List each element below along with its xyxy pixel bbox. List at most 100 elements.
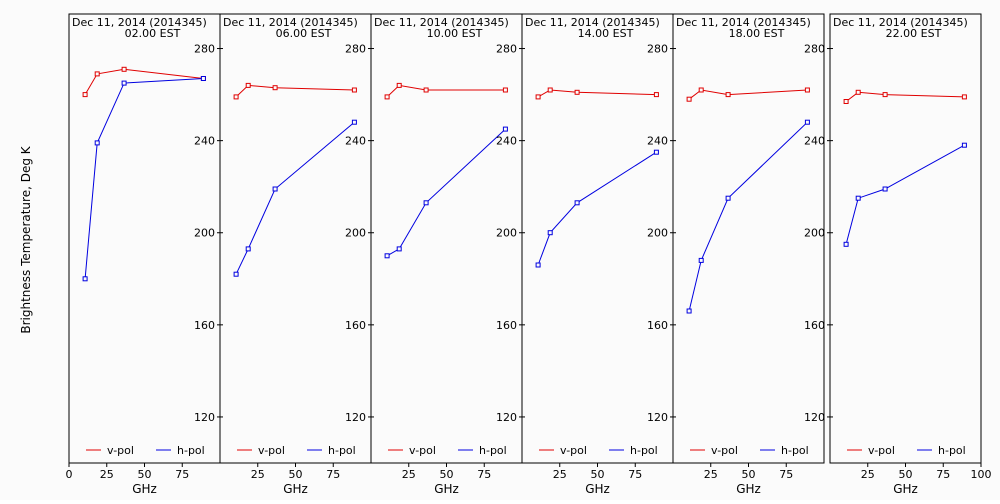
y-tick-label: 200 [345,227,366,240]
x-tick-label: 75 [477,468,491,481]
x-tick-label: 50 [742,468,756,481]
data-point-v-pol [82,92,88,98]
x-tick-label: 25 [100,468,114,481]
y-tick-label: 120 [345,411,366,424]
x-tick-label: 0 [66,468,73,481]
x-axis-title: GHz [893,482,918,496]
series-line-v-pol [688,89,808,100]
x-tick-label: 50 [591,468,605,481]
data-point-h-pol [423,200,429,206]
legend-label-h-pol: h-pol [479,444,507,457]
panel-2: Dec 11, 2014 (2014345)06.00 EST 120 160 200… [194,13,372,496]
data-point-h-pol [535,262,541,268]
y-tick-label: 280 [496,43,517,56]
legend-label-v-pol: v-pol [107,444,134,457]
data-point-v-pol [351,87,357,93]
x-axis-title: GHz [434,482,459,496]
y-tick-label: 160 [647,319,668,332]
panel-title: Dec 11, 2014 (2014345) [72,16,207,29]
series-line-v-pol [235,84,355,98]
data-point-v-pol [94,71,100,77]
data-point-v-pol [961,94,967,100]
x-tick-label: 50 [899,468,913,481]
y-tick-label: 240 [345,135,366,148]
panel-title: Dec 11, 2014 (2014345) [833,16,968,29]
data-point-h-pol [698,257,704,263]
data-point-v-pol [653,92,659,98]
panel-title: Dec 11, 2014 (2014345) [676,16,811,29]
data-point-v-pol [233,94,239,100]
panel-subtitle: 02.00 EST [125,27,181,40]
series-line-h-pol [688,121,808,312]
data-point-h-pol [384,253,390,259]
data-point-v-pol [547,87,553,93]
y-tick-label: 200 [194,227,215,240]
legend-label-h-pol: h-pol [630,444,658,457]
y-tick-label: 280 [804,43,825,56]
x-tick-label: 100 [971,468,992,481]
x-tick-label: 25 [402,468,416,481]
data-point-v-pol [384,94,390,100]
x-tick-label: 75 [628,468,642,481]
x-tick-label: 75 [326,468,340,481]
panel-title: Dec 11, 2014 (2014345) [223,16,358,29]
data-point-v-pol [245,82,251,88]
data-point-v-pol [804,87,810,93]
data-point-v-pol [535,94,541,100]
data-point-h-pol [961,142,967,148]
legend-label-v-pol: v-pol [868,444,895,457]
x-tick-label: 75 [175,468,189,481]
data-point-v-pol [843,99,849,104]
y-tick-label: 160 [345,319,366,332]
data-point-h-pol [686,308,692,314]
panel-1: Dec 11, 2014 (2014345)02.00 EST 0 25 50 75 GH… [66,13,221,496]
panel-6: Dec 11, 2014 (2014345)22.00 EST 120 160 200… [804,13,992,496]
data-point-h-pol [94,140,100,146]
data-point-h-pol [200,76,206,81]
data-point-h-pol [843,241,849,247]
data-point-h-pol [272,186,278,192]
series-line-v-pol [845,91,965,102]
y-tick-label: 160 [804,319,825,332]
y-tick-label: 240 [194,135,215,148]
panel-title: Dec 11, 2014 (2014345) [525,16,660,29]
legend-label-h-pol: h-pol [938,444,966,457]
data-point-h-pol [725,195,731,201]
legend-label-h-pol: h-pol [177,444,205,457]
x-tick-label: 25 [553,468,567,481]
y-tick-label: 160 [194,319,215,332]
series-line-h-pol [84,78,204,279]
panel-subtitle: 22.00 EST [886,27,942,40]
x-tick-label: 75 [936,468,950,481]
panel-subtitle: 10.00 EST [427,27,483,40]
y-tick-label: 280 [345,43,366,56]
data-point-h-pol [396,246,402,252]
panel-3: Dec 11, 2014 (2014345)10.00 EST 120 160 200… [345,13,523,496]
legend-label-v-pol: v-pol [409,444,436,457]
data-point-h-pol [855,195,861,201]
data-point-h-pol [82,276,88,282]
data-point-v-pol [725,92,731,98]
series-line-v-pol [84,68,204,95]
y-tick-label: 280 [194,43,215,56]
data-point-h-pol [804,119,810,125]
x-tick-label: 25 [861,468,875,481]
data-point-h-pol [502,126,508,132]
series-line-v-pol [386,84,506,98]
series-line-v-pol [537,89,657,98]
y-tick-label: 280 [647,43,668,56]
x-tick-label: 50 [138,468,152,481]
y-tick-label: 240 [804,135,825,148]
y-tick-label: 120 [194,411,215,424]
x-tick-label: 25 [251,468,265,481]
data-point-h-pol [653,149,659,155]
series-line-h-pol [235,121,355,275]
data-point-h-pol [882,186,888,192]
x-axis-title: GHz [132,482,157,496]
y-tick-label: 160 [496,319,517,332]
y-tick-label: 200 [496,227,517,240]
data-point-h-pol [547,230,553,236]
